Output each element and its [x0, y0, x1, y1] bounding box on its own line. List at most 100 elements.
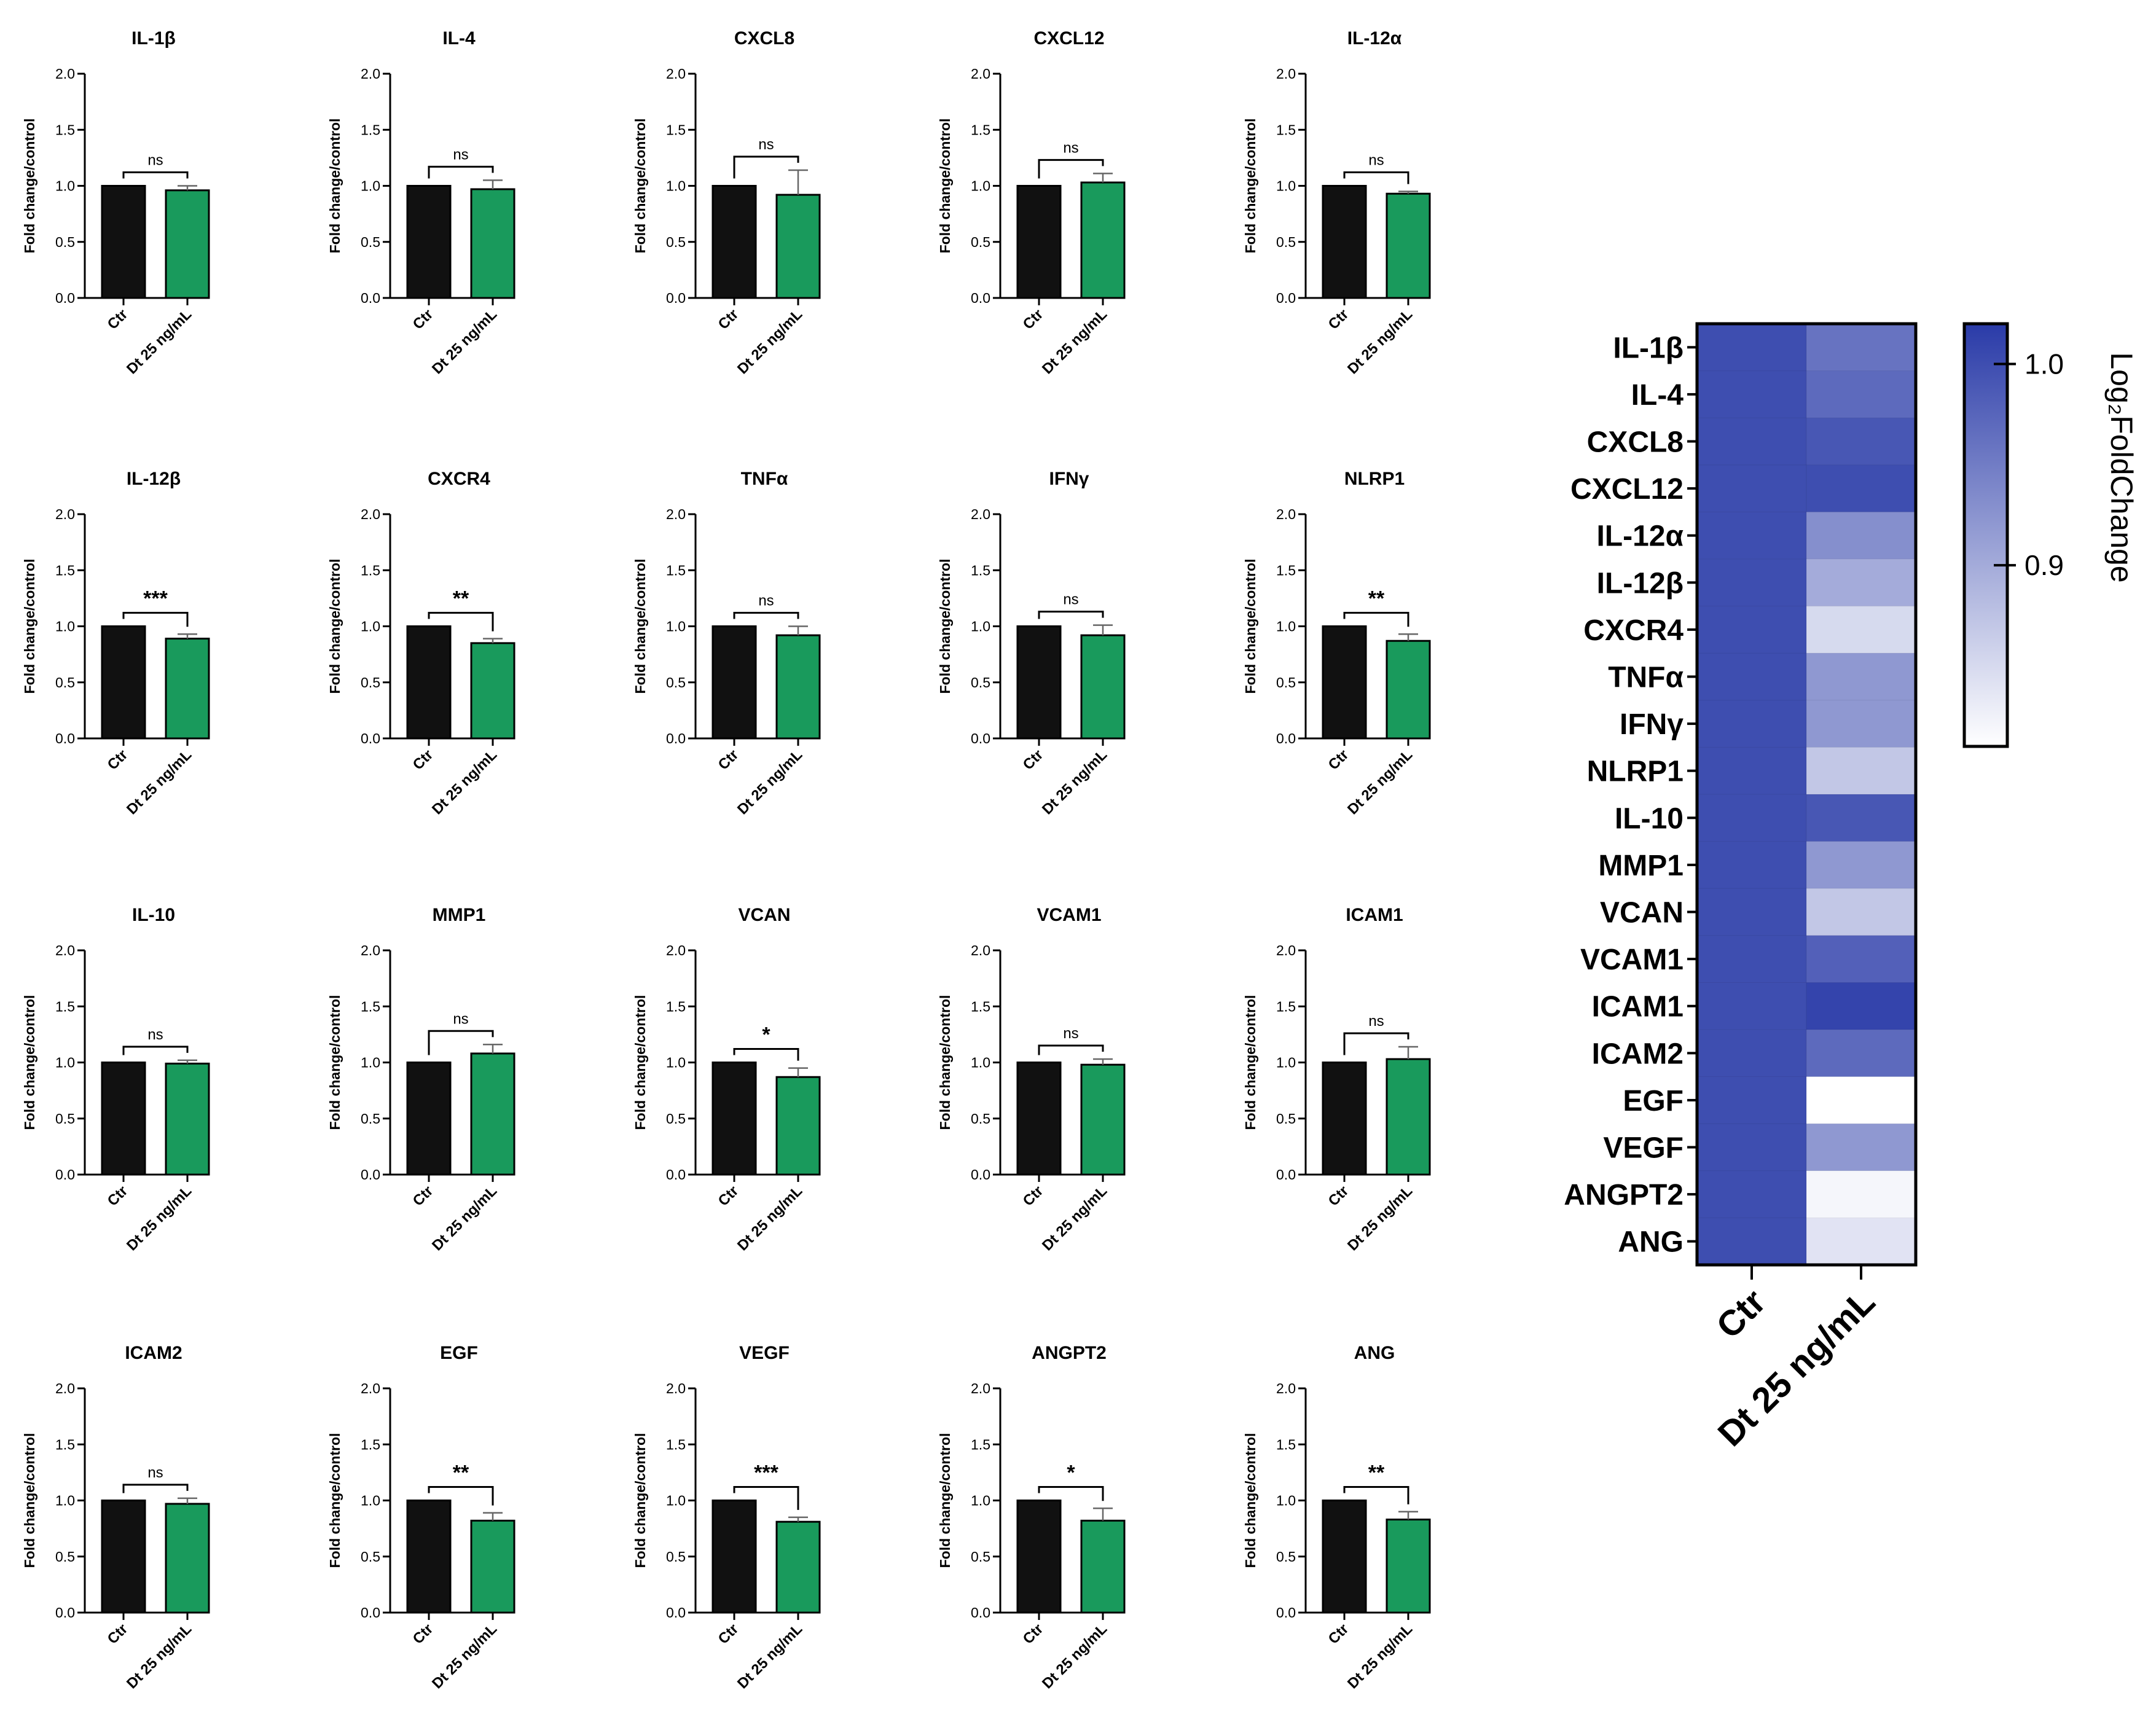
colorbar-tick-label: 0.9 — [2025, 549, 2064, 581]
heatmap-row-label: VCAM1 — [1580, 944, 1684, 976]
heatmap-row-label: ICAM1 — [1592, 991, 1684, 1023]
significance-label: ns — [1368, 1013, 1384, 1030]
bar-dt — [470, 642, 515, 740]
panel-title: IL-10 — [132, 905, 175, 925]
significance-bracket — [1343, 1032, 1409, 1055]
y-tick-label: 0.0 — [666, 1167, 686, 1183]
heatmap-cell — [1696, 794, 1807, 842]
y-tick-label: 1.5 — [1276, 562, 1296, 578]
heatmap-row-label: CXCR4 — [1583, 614, 1684, 647]
x-tick-label: Dt 25 ng/mL — [123, 1183, 195, 1254]
y-tick-label: 0.0 — [666, 730, 686, 746]
y-tick-label: 0.5 — [1276, 1111, 1296, 1127]
y-axis-label: Fold change/control — [22, 1433, 37, 1568]
y-tick-label: 0.5 — [361, 675, 380, 690]
bar-panel-4: CXCL12 Fold change/control 0.0 0.5 1.0 1.5 2.0… — [937, 28, 1126, 377]
y-tick-label: 1.5 — [55, 1436, 75, 1452]
y-tick-label: 0.5 — [971, 1111, 990, 1127]
x-tick-label: Ctr — [410, 306, 437, 333]
y-axis-label: Fold change/control — [632, 995, 648, 1130]
heatmap-row-label: IL-12β — [1597, 567, 1684, 600]
y-tick-label: 0.5 — [1276, 234, 1296, 250]
heatmap-cell — [1806, 935, 1916, 984]
y-tick-label: 1.0 — [361, 619, 380, 635]
heatmap-cell — [1696, 323, 1807, 372]
significance-label: ns — [758, 593, 774, 609]
bar-ctr — [1322, 625, 1367, 740]
colorbar — [1962, 322, 2009, 748]
heatmap: IL-1β IL-4 CXCL8 CXCL12 IL-12α IL-12β CXCR4 TNF… — [1564, 322, 2139, 1454]
bar-ctr — [1322, 1062, 1367, 1176]
x-tick-label: Dt 25 ng/mL — [1344, 1621, 1416, 1692]
bar-ctr — [406, 185, 452, 299]
heatmap-row-label: ANGPT2 — [1564, 1179, 1684, 1211]
y-tick-label: 2.0 — [1276, 66, 1296, 82]
y-tick-label: 0.0 — [971, 1167, 990, 1183]
heatmap-row-label: ANG — [1618, 1226, 1684, 1259]
heatmap-cell — [1806, 606, 1916, 654]
bar-dt — [165, 1062, 210, 1176]
bar-dt — [1080, 1519, 1126, 1614]
x-tick-label: Dt 25 ng/mL — [734, 746, 806, 818]
y-axis-label: Fold change/control — [22, 119, 37, 254]
bar-ctr — [406, 625, 452, 740]
heatmap-cell — [1696, 746, 1807, 796]
significance-bracket — [1038, 158, 1104, 179]
significance-bracket — [122, 612, 189, 627]
bar-panel-10: NLRP1 Fold change/control 0.0 0.5 1.0 1.5 2.0 C… — [1242, 469, 1431, 818]
bar-ctr — [711, 1062, 757, 1176]
x-tick-label: Ctr — [410, 746, 437, 773]
y-axis-label: Fold change/control — [937, 559, 953, 694]
bar-dt — [1080, 1063, 1126, 1176]
y-tick-label: 0.5 — [971, 675, 990, 690]
y-tick-label: 0.5 — [666, 234, 686, 250]
significance-label: *** — [143, 587, 168, 611]
x-tick-label: Ctr — [104, 1621, 131, 1648]
bar-panel-15: ICAM1 Fold change/control 0.0 0.5 1.0 1.5 2.0 C… — [1242, 905, 1431, 1254]
panel-title: IL-1β — [131, 28, 176, 49]
bar-panel-13: VCAN Fold change/control 0.0 0.5 1.0 1.5 2.0 Ct… — [632, 905, 821, 1254]
bar-panel-12: MMP1 Fold change/control 0.0 0.5 1.0 1.5 2.0 Ct… — [327, 905, 515, 1254]
bar-dt — [775, 194, 821, 299]
bar-dt — [775, 1076, 821, 1176]
x-tick-label: Ctr — [104, 1183, 131, 1210]
y-tick-label: 0.0 — [971, 1605, 990, 1621]
x-tick-label: Ctr — [1020, 746, 1047, 773]
heatmap-row-label: IFNγ — [1620, 708, 1684, 741]
x-tick-label: Ctr — [104, 306, 131, 333]
x-tick-label: Dt 25 ng/mL — [429, 746, 500, 818]
y-tick-label: 1.0 — [971, 619, 990, 635]
heatmap-cell — [1806, 888, 1916, 936]
x-tick-label: Ctr — [1020, 1183, 1047, 1210]
heatmap-cell — [1806, 417, 1916, 466]
heatmap-row-label: VEGF — [1603, 1132, 1684, 1165]
bar-ctr — [1016, 1500, 1062, 1614]
x-tick-label: Dt 25 ng/mL — [1039, 306, 1110, 377]
heatmap-cell — [1806, 1123, 1916, 1172]
y-tick-label: 1.5 — [666, 562, 686, 578]
y-tick-label: 2.0 — [361, 942, 380, 958]
bar-dt — [165, 189, 210, 299]
y-tick-label: 2.0 — [55, 66, 75, 82]
significance-bracket — [733, 612, 799, 619]
panel-title: IL-12α — [1347, 28, 1402, 49]
bar-panel-5: IL-12α Fold change/control 0.0 0.5 1.0 1.5 2.0… — [1242, 28, 1431, 377]
y-tick-label: 0.0 — [55, 1605, 75, 1621]
y-tick-label: 2.0 — [666, 942, 686, 958]
significance-label: * — [1067, 1461, 1075, 1485]
colorbar-label: Log₂FoldChange — [2104, 352, 2139, 582]
significance-bracket — [428, 612, 494, 632]
significance-label: ns — [453, 146, 468, 163]
y-tick-label: 2.0 — [361, 1380, 380, 1396]
x-tick-label: Dt 25 ng/mL — [734, 306, 806, 377]
y-tick-label: 1.5 — [55, 122, 75, 138]
x-tick-label: Ctr — [715, 1621, 742, 1648]
y-tick-label: 1.0 — [55, 619, 75, 635]
heatmap-cell — [1806, 700, 1916, 748]
panel-title: MMP1 — [433, 905, 486, 925]
panel-title: CXCR4 — [428, 469, 490, 489]
x-tick-label: Dt 25 ng/mL — [734, 1183, 806, 1254]
y-tick-label: 0.5 — [55, 234, 75, 250]
x-tick-label: Ctr — [1020, 1621, 1047, 1648]
significance-label: ** — [453, 587, 469, 611]
